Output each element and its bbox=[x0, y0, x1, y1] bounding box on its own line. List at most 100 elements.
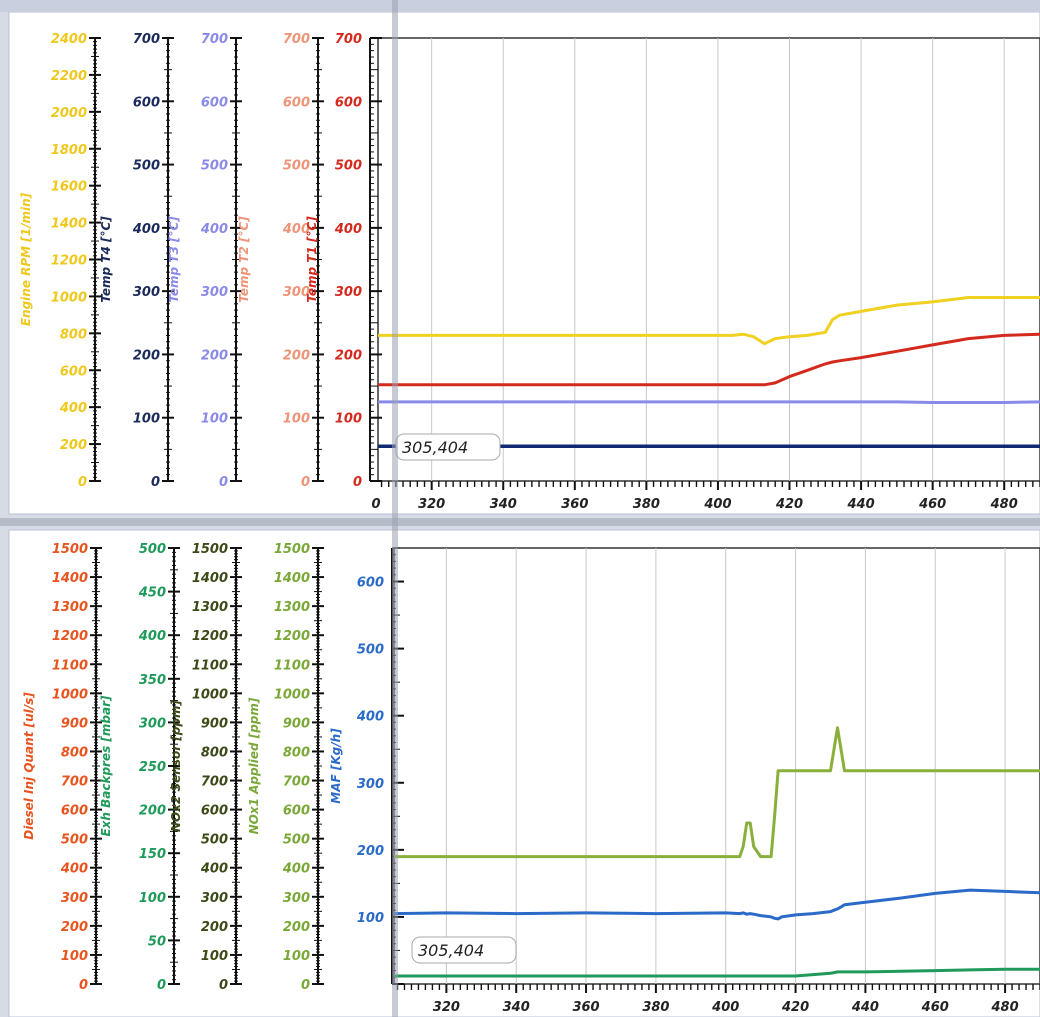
y-tick-label: 700 bbox=[201, 775, 228, 790]
y-tick-label: 500 bbox=[283, 159, 310, 174]
y-tick-label: 200 bbox=[201, 348, 228, 363]
y-tick-label: 1500 bbox=[192, 542, 228, 557]
y-tick-label: 1400 bbox=[52, 571, 88, 586]
y-axis-label-rpm: Engine RPM [1/min] bbox=[19, 192, 33, 326]
x-tick-label: 360 bbox=[572, 1000, 599, 1015]
y-tick-label: 100 bbox=[139, 891, 166, 906]
y-tick-label: 100 bbox=[335, 412, 362, 427]
x-tick-label: 320 bbox=[433, 1000, 460, 1015]
y-tick-label: 0 bbox=[301, 475, 310, 490]
y-tick-label: 800 bbox=[201, 745, 228, 760]
cursor-readout-box bbox=[411, 936, 517, 964]
x-tick-label: 480 bbox=[991, 1000, 1019, 1015]
y-tick-label: 1600 bbox=[51, 180, 87, 195]
y-tick-label: 1100 bbox=[52, 658, 88, 673]
y-tick-label: 1200 bbox=[51, 254, 87, 269]
x-tick-label: 320 bbox=[418, 497, 445, 512]
y-tick-label: 1300 bbox=[192, 600, 228, 615]
title-strip bbox=[0, 0, 1040, 12]
y-tick-label: 1000 bbox=[274, 687, 310, 702]
y-tick-label: 500 bbox=[335, 159, 362, 174]
y-tick-label: 1200 bbox=[52, 629, 88, 644]
y-tick-label: 700 bbox=[61, 775, 88, 790]
y-tick-label: 100 bbox=[201, 949, 228, 964]
series-line-0 bbox=[378, 296, 1040, 346]
y-tick-label: 450 bbox=[138, 586, 166, 601]
y-axis-label-exh: Exh Backpres [mbar] bbox=[99, 695, 113, 837]
y-tick-label: 300 bbox=[201, 891, 228, 906]
y-tick-label: 500 bbox=[357, 643, 384, 658]
plot-area bbox=[377, 37, 1040, 482]
y-tick-label: 800 bbox=[61, 745, 88, 760]
y-tick-label: 1000 bbox=[52, 687, 88, 702]
y-tick-label: 0 bbox=[219, 978, 228, 993]
y-axis-label-nox2: NOx2 Sensor [ppm] bbox=[169, 700, 183, 832]
y-tick-label: 700 bbox=[335, 32, 362, 47]
y-tick-label: 0 bbox=[79, 978, 88, 993]
y-tick-label: 600 bbox=[201, 804, 228, 819]
y-tick-label: 400 bbox=[200, 862, 228, 877]
y-tick-label: 0 bbox=[353, 475, 362, 490]
y-axis-label-maf: MAF [Kg/h] bbox=[329, 728, 343, 804]
y-tick-label: 1300 bbox=[274, 600, 310, 615]
x-tick-label: 380 bbox=[642, 1000, 669, 1015]
series-line-0 bbox=[394, 726, 1040, 859]
y-tick-label: 600 bbox=[357, 576, 384, 591]
y-tick-label: 600 bbox=[283, 804, 310, 819]
y-axis-label-t4: Temp T4 [°C] bbox=[99, 216, 113, 303]
series-line-2 bbox=[378, 400, 1040, 404]
y-tick-label: 1800 bbox=[51, 143, 87, 158]
y-tick-label: 1100 bbox=[192, 658, 228, 673]
y-tick-label: 400 bbox=[59, 401, 87, 416]
y-tick-label: 100 bbox=[201, 412, 228, 427]
y-tick-label: 1400 bbox=[51, 217, 87, 232]
y-tick-label: 0 bbox=[151, 475, 160, 490]
y-tick-label: 2200 bbox=[51, 69, 87, 84]
y-tick-label: 300 bbox=[201, 285, 228, 300]
y-tick-label: 100 bbox=[357, 911, 384, 926]
cursor-readout: 305,404 bbox=[402, 438, 468, 457]
bottom-chart-panel[interactable]: 320 340 360 380 400 420 440 460 480 0 100 200 300 400… bbox=[22, 542, 1040, 1015]
y-tick-label: 400 bbox=[356, 710, 384, 725]
y-tick-label: 1500 bbox=[274, 542, 310, 557]
y-tick-label: 300 bbox=[283, 891, 310, 906]
y-tick-label: 2400 bbox=[51, 32, 87, 47]
y-axis-label-diq: Diesel Inj Quant [ul/s] bbox=[22, 692, 36, 840]
x-tick-label: 480 bbox=[990, 497, 1018, 512]
y-tick-label: 200 bbox=[283, 920, 310, 935]
y-tick-label: 0 bbox=[157, 978, 166, 993]
cursor-vertical-line bbox=[392, 0, 398, 1017]
top-chart-panel[interactable]: 0 320 340 360 380 400 420 440 460 480 0 200 400 600 80… bbox=[19, 32, 1040, 512]
series-line-2 bbox=[394, 967, 1040, 978]
y-tick-label: 700 bbox=[133, 32, 160, 47]
x-tick-label: 340 bbox=[503, 1000, 530, 1015]
y-tick-label: 400 bbox=[138, 629, 166, 644]
y-tick-label: 1300 bbox=[52, 600, 88, 615]
y-tick-label: 100 bbox=[61, 949, 88, 964]
y-tick-label: 400 bbox=[132, 222, 160, 237]
y-axis-label-nox1: NOx1 Applied [ppm] bbox=[247, 697, 261, 834]
y-tick-label: 400 bbox=[282, 222, 310, 237]
y-tick-label: 600 bbox=[61, 804, 88, 819]
y-tick-label: 500 bbox=[283, 833, 310, 848]
y-tick-label: 1200 bbox=[192, 629, 228, 644]
y-tick-label: 400 bbox=[200, 222, 228, 237]
y-tick-label: 300 bbox=[357, 777, 384, 792]
y-tick-label: 400 bbox=[334, 222, 362, 237]
x-tick-label: 440 bbox=[851, 1000, 879, 1015]
y-tick-label: 200 bbox=[283, 348, 310, 363]
y-axis-label-t2: Temp T2 [°C] bbox=[237, 216, 251, 303]
series-line-1 bbox=[393, 888, 1040, 921]
y-tick-label: 200 bbox=[139, 804, 166, 819]
y-tick-label: 50 bbox=[148, 934, 166, 949]
y-tick-label: 700 bbox=[283, 775, 310, 790]
y-tick-label: 600 bbox=[283, 95, 310, 110]
y-axis-label-t1: Temp T1 [°C] bbox=[305, 216, 319, 303]
y-tick-label: 700 bbox=[283, 32, 310, 47]
y-tick-label: 700 bbox=[201, 32, 228, 47]
y-tick-label: 800 bbox=[60, 327, 87, 342]
y-tick-label: 300 bbox=[283, 285, 310, 300]
y-tick-label: 250 bbox=[139, 760, 166, 775]
y-tick-label: 900 bbox=[61, 716, 88, 731]
